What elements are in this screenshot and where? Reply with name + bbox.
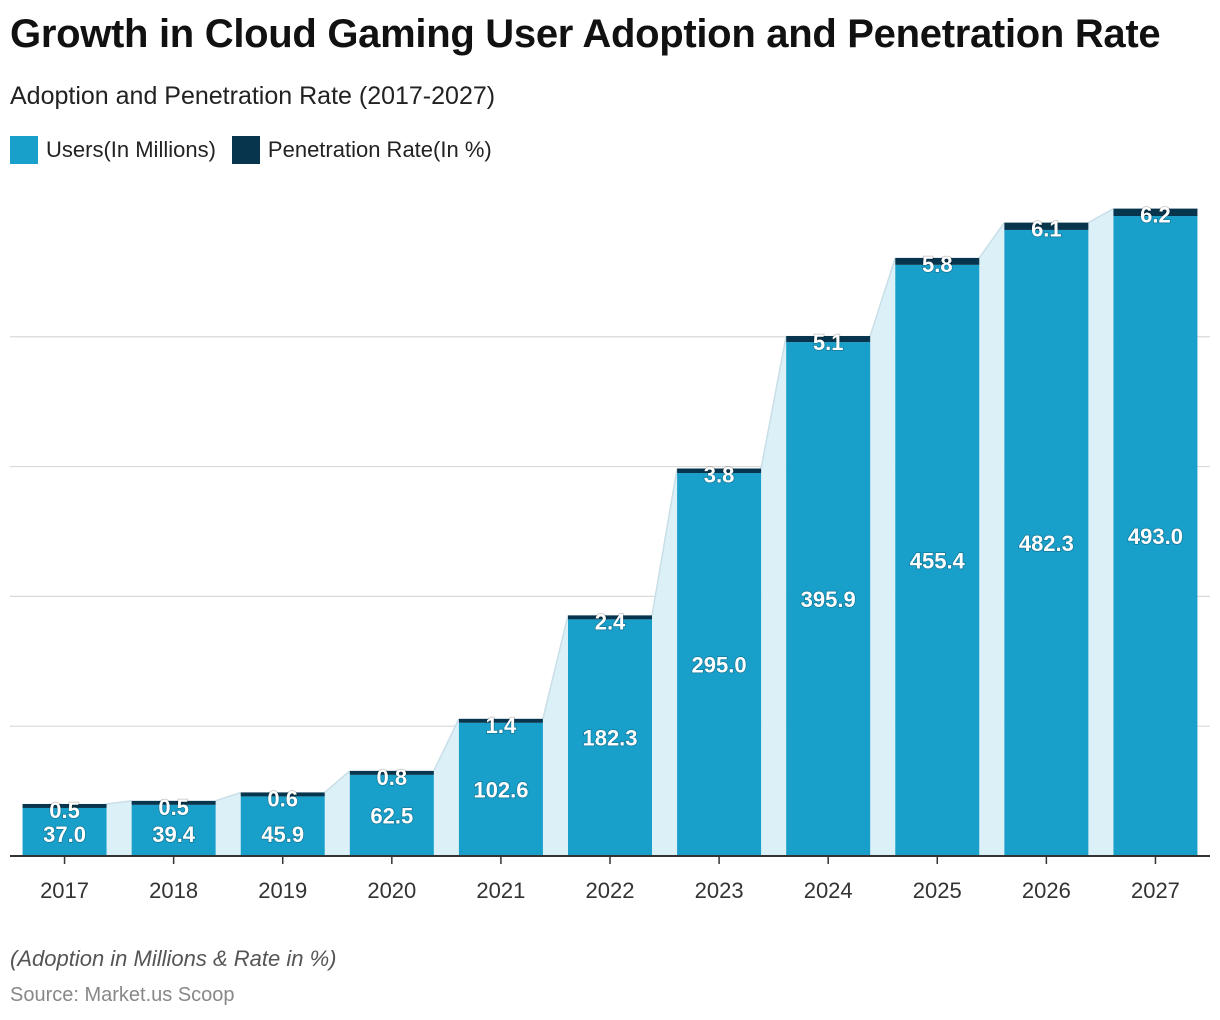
connector-line [1087, 207, 1114, 224]
bar-chart: 37.00.5201739.40.5201845.90.6201962.50.8… [10, 202, 1210, 903]
bar-users [786, 342, 871, 857]
connector-area [324, 770, 350, 856]
bar-penetration-rate [786, 335, 871, 343]
bar-penetration-rate [240, 792, 325, 797]
data-label-penetration-rate: 5.1 [813, 330, 844, 355]
bar-penetration-rate [568, 615, 652, 620]
data-label-penetration-rate: 0.8 [377, 765, 408, 790]
x-tick-label: 2017 [40, 878, 89, 903]
bar-users [22, 807, 107, 856]
bar-users [131, 804, 216, 856]
bar-penetration-rate [349, 770, 434, 775]
data-label-users: 102.6 [473, 777, 528, 802]
bar-penetration-rate [1113, 208, 1198, 217]
connector-line [215, 791, 241, 802]
chart-title: Growth in Cloud Gaming User Adoption and… [10, 12, 1161, 56]
bar-users [895, 264, 980, 856]
bar-users [677, 473, 762, 856]
bar-users [349, 774, 434, 856]
data-label-users: 295.0 [692, 653, 747, 678]
x-tick-label: 2020 [367, 878, 416, 903]
connector-area [433, 718, 459, 856]
connector-area [870, 257, 896, 857]
legend: Users(In Millions) Penetration Rate(In %… [10, 136, 508, 164]
connector-line [542, 615, 569, 719]
chart-note: (Adoption in Millions & Rate in %) [10, 946, 337, 971]
data-label-users: 37.0 [43, 822, 86, 847]
data-label-users: 395.9 [801, 587, 856, 612]
x-tick-label: 2025 [913, 878, 962, 903]
data-label-users: 182.3 [582, 726, 637, 751]
data-label-users: 39.4 [152, 822, 196, 847]
data-label-users: 493.0 [1128, 524, 1183, 549]
connector-line [106, 800, 132, 805]
bar-penetration-rate [677, 468, 762, 474]
x-tick-label: 2019 [258, 878, 307, 903]
x-tick-label: 2018 [149, 878, 198, 903]
x-tick-label: 2027 [1131, 878, 1180, 903]
data-label-users: 62.5 [370, 803, 413, 828]
connector-line [324, 770, 351, 793]
connector-line [760, 335, 787, 469]
data-label-penetration-rate: 0.6 [267, 786, 298, 811]
connector-line [978, 222, 1005, 259]
chart-subtitle: Adoption and Penetration Rate (2017-2027… [10, 82, 496, 110]
x-tick-label: 2026 [1022, 878, 1071, 903]
bar-penetration-rate [131, 800, 216, 805]
source-credit: Source: Market.us Scoop [10, 984, 235, 1006]
connector-line [869, 257, 896, 337]
data-label-users: 45.9 [261, 822, 304, 847]
connector-area [761, 335, 787, 857]
bar-penetration-rate [22, 803, 107, 808]
bar-users [568, 619, 652, 856]
x-tick-label: 2021 [476, 878, 525, 903]
bar-penetration-rate [1004, 222, 1089, 230]
data-label-penetration-rate: 3.8 [704, 463, 735, 488]
legend-swatch-penetration-rate [231, 136, 260, 164]
connector-line [433, 718, 460, 772]
data-label-users: 455.4 [910, 548, 966, 573]
bar-penetration-rate [895, 257, 980, 265]
x-tick-label: 2023 [695, 878, 744, 903]
bar-users [1004, 229, 1089, 856]
data-label-penetration-rate: 0.5 [158, 795, 189, 820]
bar-users [458, 722, 543, 856]
data-label-penetration-rate: 2.4 [595, 609, 626, 634]
connector-area [979, 222, 1005, 856]
data-label-penetration-rate: 1.4 [486, 713, 517, 738]
bar-penetration-rate [458, 718, 543, 723]
bar-users [240, 796, 325, 856]
legend-item-penetration-rate: Penetration Rate(In %) [231, 136, 492, 164]
legend-label-users: Users(In Millions) [46, 137, 216, 162]
data-label-penetration-rate: 0.5 [49, 798, 80, 823]
data-label-users: 482.3 [1019, 531, 1074, 556]
connector-area [542, 615, 568, 856]
legend-item-users: Users(In Millions) [10, 136, 216, 164]
legend-swatch-users [10, 136, 38, 164]
connector-area [215, 792, 241, 856]
data-label-penetration-rate: 6.2 [1140, 203, 1171, 228]
data-label-penetration-rate: 6.1 [1031, 217, 1062, 242]
connector-area [652, 468, 678, 856]
legend-label-penetration-rate: Penetration Rate(In %) [267, 137, 492, 162]
connector-area [106, 800, 132, 856]
x-tick-label: 2024 [804, 878, 853, 903]
connector-line [651, 468, 678, 616]
bar-users [1113, 216, 1198, 856]
data-label-penetration-rate: 5.8 [922, 252, 953, 277]
x-tick-label: 2022 [586, 878, 635, 903]
connector-area [1088, 208, 1114, 856]
